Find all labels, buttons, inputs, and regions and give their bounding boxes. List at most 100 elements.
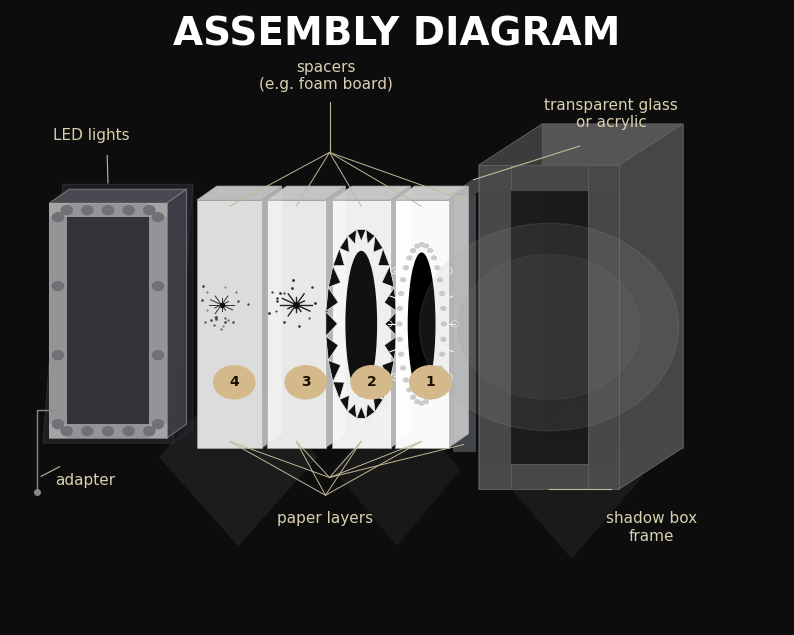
Circle shape bbox=[123, 206, 134, 215]
Polygon shape bbox=[159, 368, 318, 546]
Polygon shape bbox=[326, 288, 338, 311]
Circle shape bbox=[144, 206, 155, 215]
Polygon shape bbox=[382, 361, 395, 382]
Text: LED lights: LED lights bbox=[53, 128, 129, 143]
Circle shape bbox=[82, 206, 93, 215]
Circle shape bbox=[415, 244, 420, 248]
Circle shape bbox=[102, 427, 114, 436]
Polygon shape bbox=[326, 186, 345, 448]
Polygon shape bbox=[328, 266, 341, 287]
Text: spacers
(e.g. foam board): spacers (e.g. foam board) bbox=[259, 60, 392, 92]
Polygon shape bbox=[326, 337, 338, 360]
Circle shape bbox=[152, 213, 164, 222]
Polygon shape bbox=[378, 248, 390, 266]
Circle shape bbox=[435, 378, 440, 382]
Polygon shape bbox=[395, 186, 468, 200]
Polygon shape bbox=[167, 189, 187, 438]
Polygon shape bbox=[385, 312, 397, 336]
Polygon shape bbox=[49, 203, 167, 438]
Text: 3: 3 bbox=[301, 375, 310, 389]
Polygon shape bbox=[479, 464, 619, 489]
Text: adapter: adapter bbox=[56, 473, 116, 488]
Circle shape bbox=[52, 420, 64, 429]
Circle shape bbox=[419, 243, 424, 246]
Text: 1: 1 bbox=[426, 375, 435, 389]
Polygon shape bbox=[197, 200, 262, 448]
Circle shape bbox=[52, 213, 64, 222]
Bar bbox=[149, 203, 167, 438]
Circle shape bbox=[123, 427, 134, 436]
Polygon shape bbox=[378, 382, 390, 399]
Circle shape bbox=[432, 388, 437, 392]
Polygon shape bbox=[328, 361, 341, 382]
Polygon shape bbox=[333, 382, 345, 399]
Circle shape bbox=[152, 282, 164, 291]
Circle shape bbox=[458, 255, 640, 399]
Polygon shape bbox=[479, 124, 542, 489]
Circle shape bbox=[437, 278, 442, 282]
Polygon shape bbox=[357, 406, 366, 418]
Polygon shape bbox=[173, 184, 193, 443]
Circle shape bbox=[351, 366, 392, 399]
Polygon shape bbox=[479, 165, 511, 489]
Polygon shape bbox=[357, 229, 366, 241]
Text: 4: 4 bbox=[229, 375, 239, 389]
Circle shape bbox=[52, 351, 64, 359]
Circle shape bbox=[440, 291, 445, 295]
Circle shape bbox=[410, 395, 415, 399]
Polygon shape bbox=[588, 165, 619, 489]
Polygon shape bbox=[49, 189, 187, 203]
Circle shape bbox=[415, 400, 420, 404]
Polygon shape bbox=[333, 248, 345, 266]
Circle shape bbox=[536, 472, 607, 530]
Text: 2: 2 bbox=[367, 375, 376, 389]
Polygon shape bbox=[542, 124, 683, 448]
Circle shape bbox=[285, 366, 326, 399]
Circle shape bbox=[397, 322, 402, 326]
Polygon shape bbox=[449, 186, 468, 448]
Text: paper layers: paper layers bbox=[277, 511, 374, 526]
Circle shape bbox=[419, 401, 424, 405]
Circle shape bbox=[441, 307, 445, 311]
Circle shape bbox=[428, 249, 433, 253]
Circle shape bbox=[82, 427, 93, 436]
Circle shape bbox=[423, 400, 428, 404]
Polygon shape bbox=[395, 200, 449, 448]
Polygon shape bbox=[43, 184, 193, 443]
Text: transparent glass
or acrylic: transparent glass or acrylic bbox=[545, 98, 678, 130]
Polygon shape bbox=[340, 396, 349, 412]
Polygon shape bbox=[373, 396, 383, 412]
Polygon shape bbox=[366, 229, 375, 244]
Bar bbox=[49, 203, 167, 217]
Text: ASSEMBLY DIAGRAM: ASSEMBLY DIAGRAM bbox=[173, 16, 621, 54]
Circle shape bbox=[399, 291, 403, 295]
Circle shape bbox=[61, 206, 72, 215]
Circle shape bbox=[152, 351, 164, 359]
Circle shape bbox=[410, 249, 415, 253]
Circle shape bbox=[441, 322, 446, 326]
Polygon shape bbox=[384, 288, 397, 311]
Polygon shape bbox=[500, 394, 643, 559]
Circle shape bbox=[403, 378, 408, 382]
Circle shape bbox=[401, 366, 406, 370]
Circle shape bbox=[410, 366, 451, 399]
Circle shape bbox=[403, 266, 408, 270]
Polygon shape bbox=[267, 200, 326, 448]
Polygon shape bbox=[391, 186, 410, 448]
Bar bbox=[67, 217, 149, 424]
Polygon shape bbox=[197, 186, 282, 200]
Ellipse shape bbox=[408, 253, 435, 395]
Circle shape bbox=[435, 266, 440, 270]
Circle shape bbox=[428, 395, 433, 399]
Circle shape bbox=[401, 278, 406, 282]
Polygon shape bbox=[479, 448, 683, 489]
Circle shape bbox=[214, 366, 255, 399]
Polygon shape bbox=[366, 404, 375, 418]
Polygon shape bbox=[333, 394, 461, 546]
Polygon shape bbox=[384, 337, 397, 360]
Bar bbox=[49, 424, 167, 438]
Circle shape bbox=[365, 467, 429, 518]
Polygon shape bbox=[348, 229, 357, 244]
Circle shape bbox=[432, 256, 437, 260]
Bar bbox=[511, 190, 588, 464]
